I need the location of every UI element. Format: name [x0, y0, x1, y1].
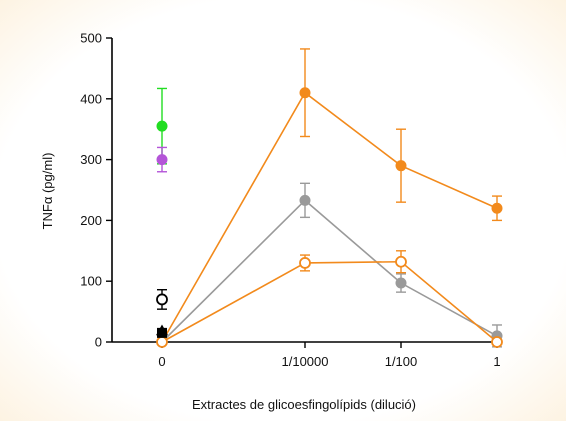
data-point — [396, 278, 406, 288]
data-point — [300, 88, 310, 98]
y-tick-label: 200 — [80, 213, 102, 228]
y-tick-label: 500 — [80, 31, 102, 46]
y-tick-label: 0 — [95, 335, 102, 350]
data-point — [157, 155, 167, 165]
x-tick-label: 1/10000 — [282, 354, 329, 369]
data-point — [157, 337, 167, 347]
y-tick-label: 300 — [80, 152, 102, 167]
control-3 — [157, 290, 167, 309]
data-point — [300, 258, 310, 268]
data-point — [396, 161, 406, 171]
series-line — [162, 93, 497, 342]
data-point — [396, 257, 406, 267]
series-layer — [157, 49, 502, 347]
y-tick-label: 400 — [80, 91, 102, 106]
data-point — [157, 328, 167, 338]
series-2 — [157, 183, 502, 347]
y-ticks: 0 100 200 300 400 500 — [80, 31, 112, 350]
x-tick-label: 1/100 — [385, 354, 418, 369]
control-2 — [157, 147, 167, 171]
data-point — [492, 203, 502, 213]
data-point — [300, 195, 310, 205]
y-tick-label: 100 — [80, 274, 102, 289]
series-line — [162, 262, 497, 342]
data-point — [157, 121, 167, 131]
control-5 — [157, 328, 167, 338]
series-3 — [157, 251, 502, 347]
data-point — [157, 294, 167, 304]
controls-layer — [156, 88, 168, 337]
x-tick-label: 0 — [158, 354, 165, 369]
x-ticks: 0 1/10000 1/100 1 — [158, 342, 500, 369]
x-tick-label: 1 — [493, 354, 500, 369]
y-axis-title: TNFα (pg/ml) — [40, 153, 55, 230]
data-point — [492, 337, 502, 347]
x-axis-title: Extractes de glicoesfingolípids (dilució… — [192, 397, 416, 412]
series-line — [162, 200, 497, 342]
